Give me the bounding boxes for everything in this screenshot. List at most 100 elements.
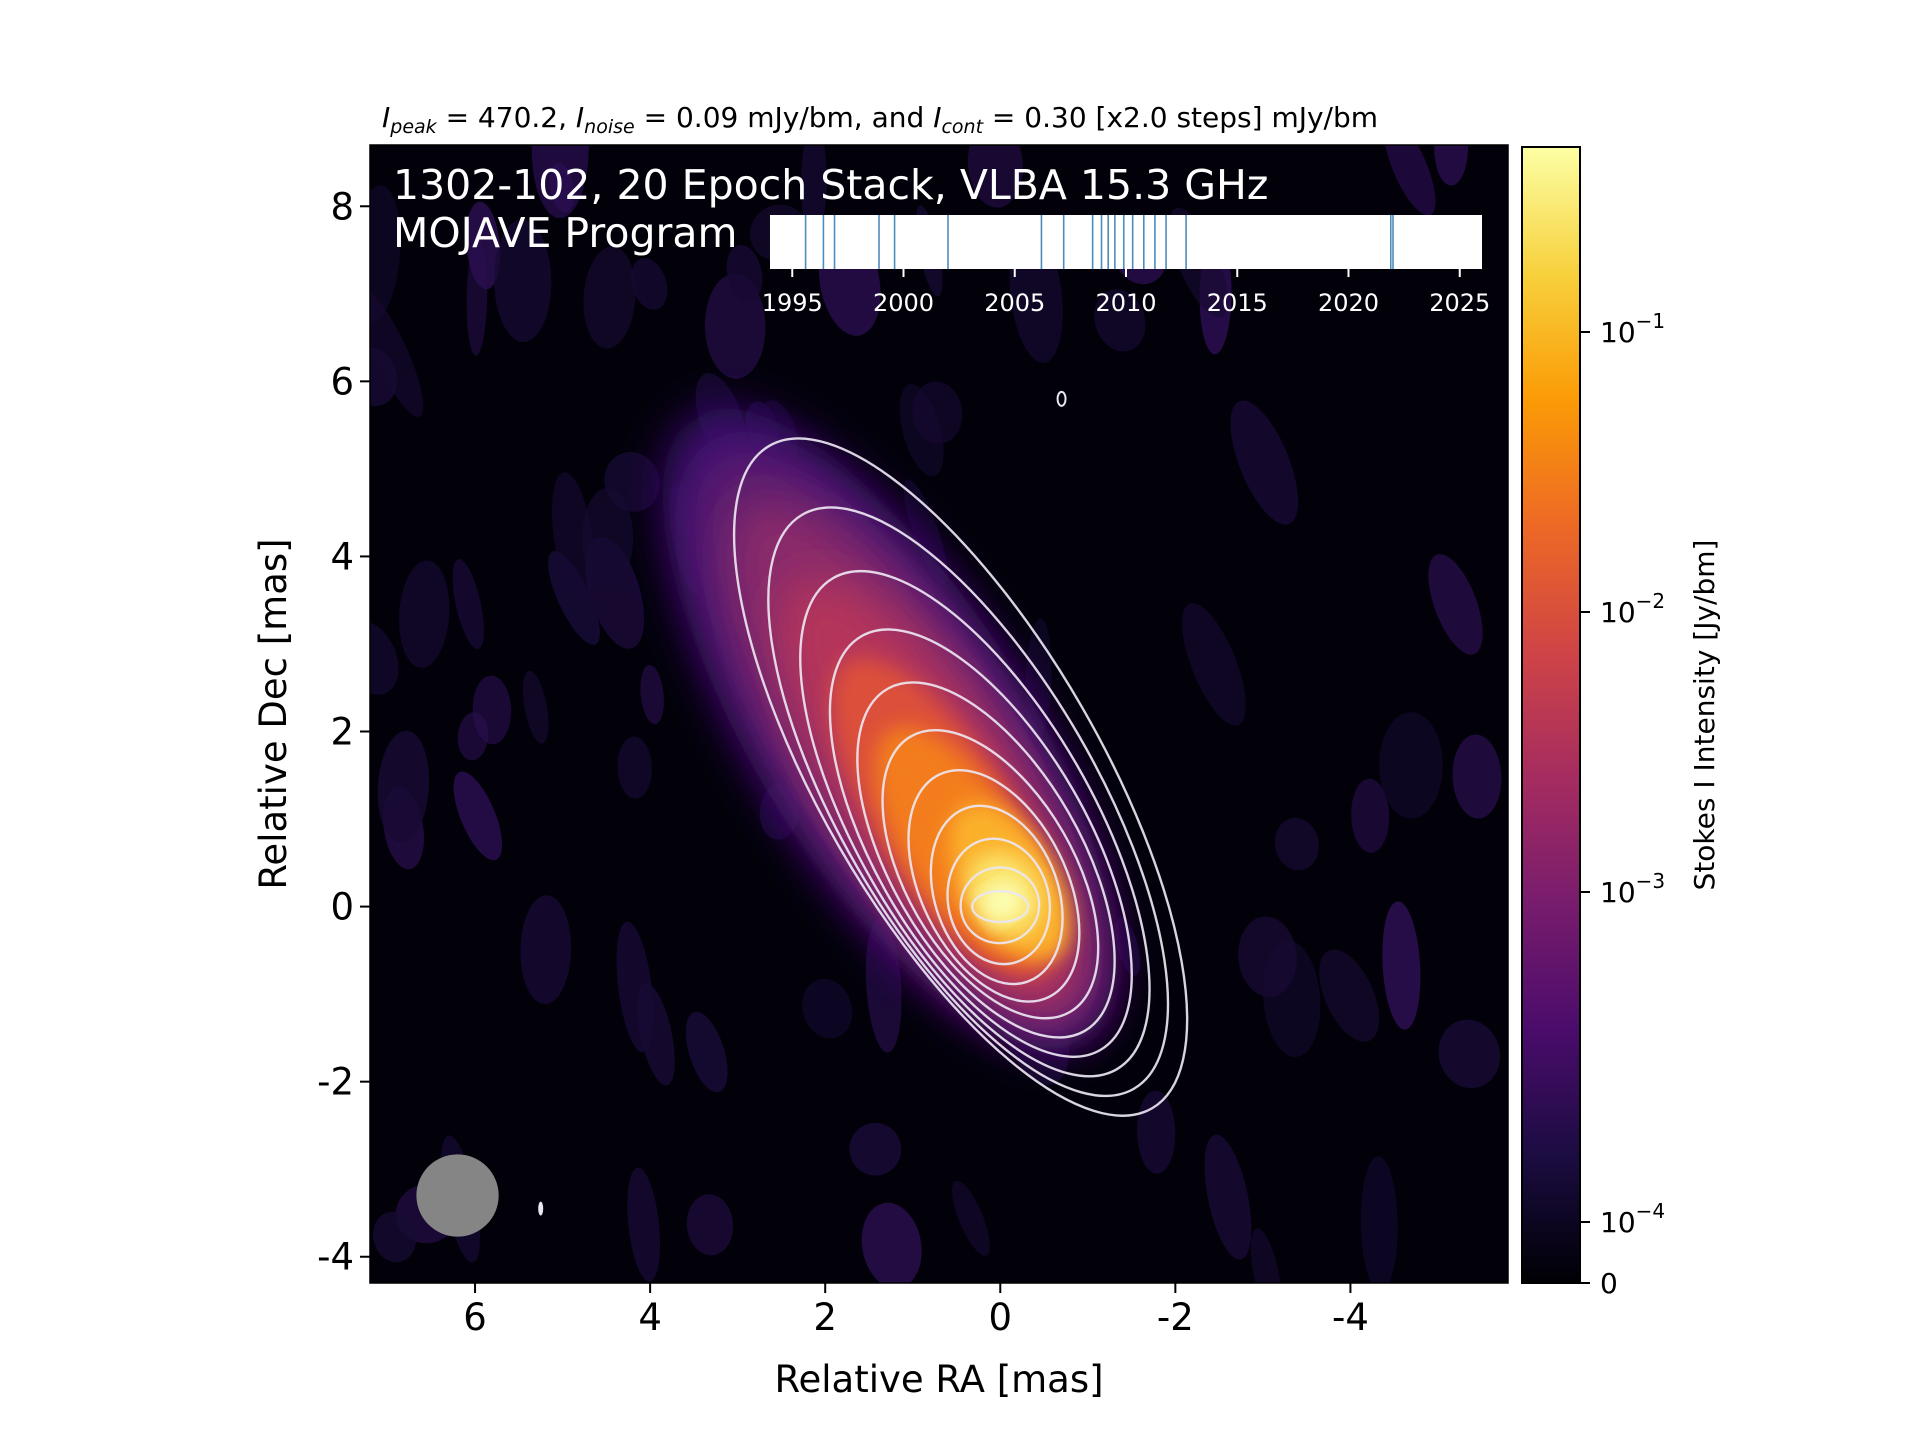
timeline-box <box>770 215 1482 269</box>
contour-line <box>907 768 1081 1003</box>
contour-island <box>1056 390 1067 407</box>
colorbar-gradient <box>1522 147 1580 1283</box>
contour-line <box>929 804 1064 986</box>
noise-subscript: noise <box>584 116 635 138</box>
noise-blob <box>457 712 489 761</box>
timeline-tick-label: 2000 <box>873 289 934 317</box>
noise-blob <box>1351 778 1390 853</box>
noise-blob <box>967 145 1023 208</box>
noise-value: = 0.09 mJy/bm, and <box>635 101 933 134</box>
noise-blob <box>802 978 853 1039</box>
x-tick-label: 6 <box>463 1296 487 1339</box>
noise-blob <box>399 560 450 668</box>
noise-blob <box>1230 400 1299 525</box>
noise-blob <box>1238 916 1297 997</box>
contour-line <box>971 889 1030 924</box>
timeline-tick-label: 1995 <box>762 289 823 317</box>
noise-blob <box>801 145 827 239</box>
y-tick-label: 8 <box>330 185 354 228</box>
timeline-epochs <box>804 215 1394 269</box>
chart-title: Ipeak = 470.2, Inoise = 0.09 mJy/bm, and… <box>382 101 1378 138</box>
colorbar-ticks: 10−1 10−2 10−3 10−4 0 <box>1580 309 1665 1300</box>
noise-blob <box>1094 289 1146 352</box>
colorbar-frame <box>1521 146 1581 1284</box>
noise-blob <box>1452 734 1502 819</box>
y-axis-label: Relative Dec [mas] <box>252 538 295 889</box>
noise-blob <box>861 1202 922 1283</box>
noise-blob <box>899 384 944 477</box>
colorbar-tick-label: 10−2 <box>1600 589 1665 629</box>
source-label: 1302-102, 20 Epoch Stack, VLBA 15.3 GHz <box>393 161 1268 209</box>
noise-blob <box>1250 1228 1282 1283</box>
noise-blob <box>1114 917 1141 976</box>
noise-blob <box>520 895 572 1005</box>
y-tick-label: 6 <box>330 360 354 403</box>
colorbar-tick-label: 0 <box>1600 1267 1618 1300</box>
noise-blob <box>1379 712 1443 819</box>
x-tick-label: -4 <box>1332 1296 1369 1339</box>
contour-line <box>767 506 1170 1098</box>
contour-line <box>799 569 1151 1078</box>
contour-island <box>538 1201 544 1216</box>
beam-layer <box>416 1154 499 1237</box>
noise-blob <box>583 246 636 349</box>
noise-blob <box>372 1211 417 1263</box>
noise-blob <box>630 257 668 310</box>
beam-ellipse <box>416 1154 499 1237</box>
contour-line <box>959 866 1041 945</box>
noise-blob <box>640 664 664 725</box>
noise-blob <box>1319 949 1380 1042</box>
noise-blob <box>452 559 484 650</box>
noise-symbol: I <box>576 101 584 134</box>
noise-blob <box>370 185 401 323</box>
noise-blob <box>531 145 589 219</box>
y-tick-label: 0 <box>330 886 354 929</box>
contour-layer <box>538 390 1189 1216</box>
noise-blob <box>1382 901 1421 1030</box>
noise-blob <box>726 244 763 302</box>
x-axis: 6 4 2 0 -2 -4 <box>463 1283 1369 1339</box>
noise-blob <box>1384 145 1436 216</box>
peak-symbol: I <box>382 101 390 134</box>
contour-line <box>732 437 1189 1117</box>
timeline-tick-label: 2010 <box>1095 289 1156 317</box>
colorbar: 10−1 10−2 10−3 10−4 0 Stokes I Intensity [Jy… <box>1521 146 1721 1300</box>
colorbar-tick-label: 10−4 <box>1600 1199 1665 1239</box>
noise-blob <box>686 1194 734 1256</box>
noise-blob <box>453 771 503 861</box>
noise-blob <box>370 347 398 406</box>
noise-blob <box>1204 1134 1252 1260</box>
colorbar-label: Stokes I Intensity [Jy/bm] <box>1688 540 1721 891</box>
epoch-timeline: 1995 2000 2005 2010 2015 2020 2025 <box>762 215 1490 317</box>
noise-blob <box>1434 145 1469 186</box>
noise-blob <box>466 238 488 356</box>
contour-line <box>828 628 1133 1058</box>
program-label: MOJAVE Program <box>393 209 737 257</box>
noise-blob <box>637 982 675 1086</box>
timeline-tick-label: 2020 <box>1318 289 1379 317</box>
timeline-tick-label: 2015 <box>1207 289 1268 317</box>
contour-line <box>946 837 1052 966</box>
contour-line <box>856 681 1116 1039</box>
noise-blob <box>582 488 634 588</box>
noise-blob <box>494 219 552 343</box>
y-axis: 8 6 4 2 0 -2 -4 <box>317 185 370 1279</box>
colorbar-tick-label: 10−1 <box>1600 309 1665 349</box>
noise-blob <box>685 1011 728 1093</box>
noise-blob <box>849 1122 902 1176</box>
colorbar-tick-label: 10−3 <box>1600 869 1665 909</box>
timeline-tick-label: 2005 <box>984 289 1045 317</box>
timeline-ticks: 1995 2000 2005 2010 2015 2020 2025 <box>762 269 1490 317</box>
noise-blob <box>1428 554 1483 655</box>
noise-blob <box>548 551 600 645</box>
x-axis-label: Relative RA [mas] <box>774 1358 1103 1401</box>
noise-blob <box>1182 602 1246 726</box>
noise-blob <box>1438 1019 1501 1089</box>
peak-value: = 470.2, <box>437 101 576 134</box>
peak-subscript: peak <box>389 116 437 138</box>
noise-blob <box>617 736 652 799</box>
cont-subscript: cont <box>941 116 984 138</box>
y-tick-label: -4 <box>317 1236 354 1279</box>
noise-blob <box>1274 817 1319 871</box>
x-tick-label: 2 <box>813 1296 837 1339</box>
